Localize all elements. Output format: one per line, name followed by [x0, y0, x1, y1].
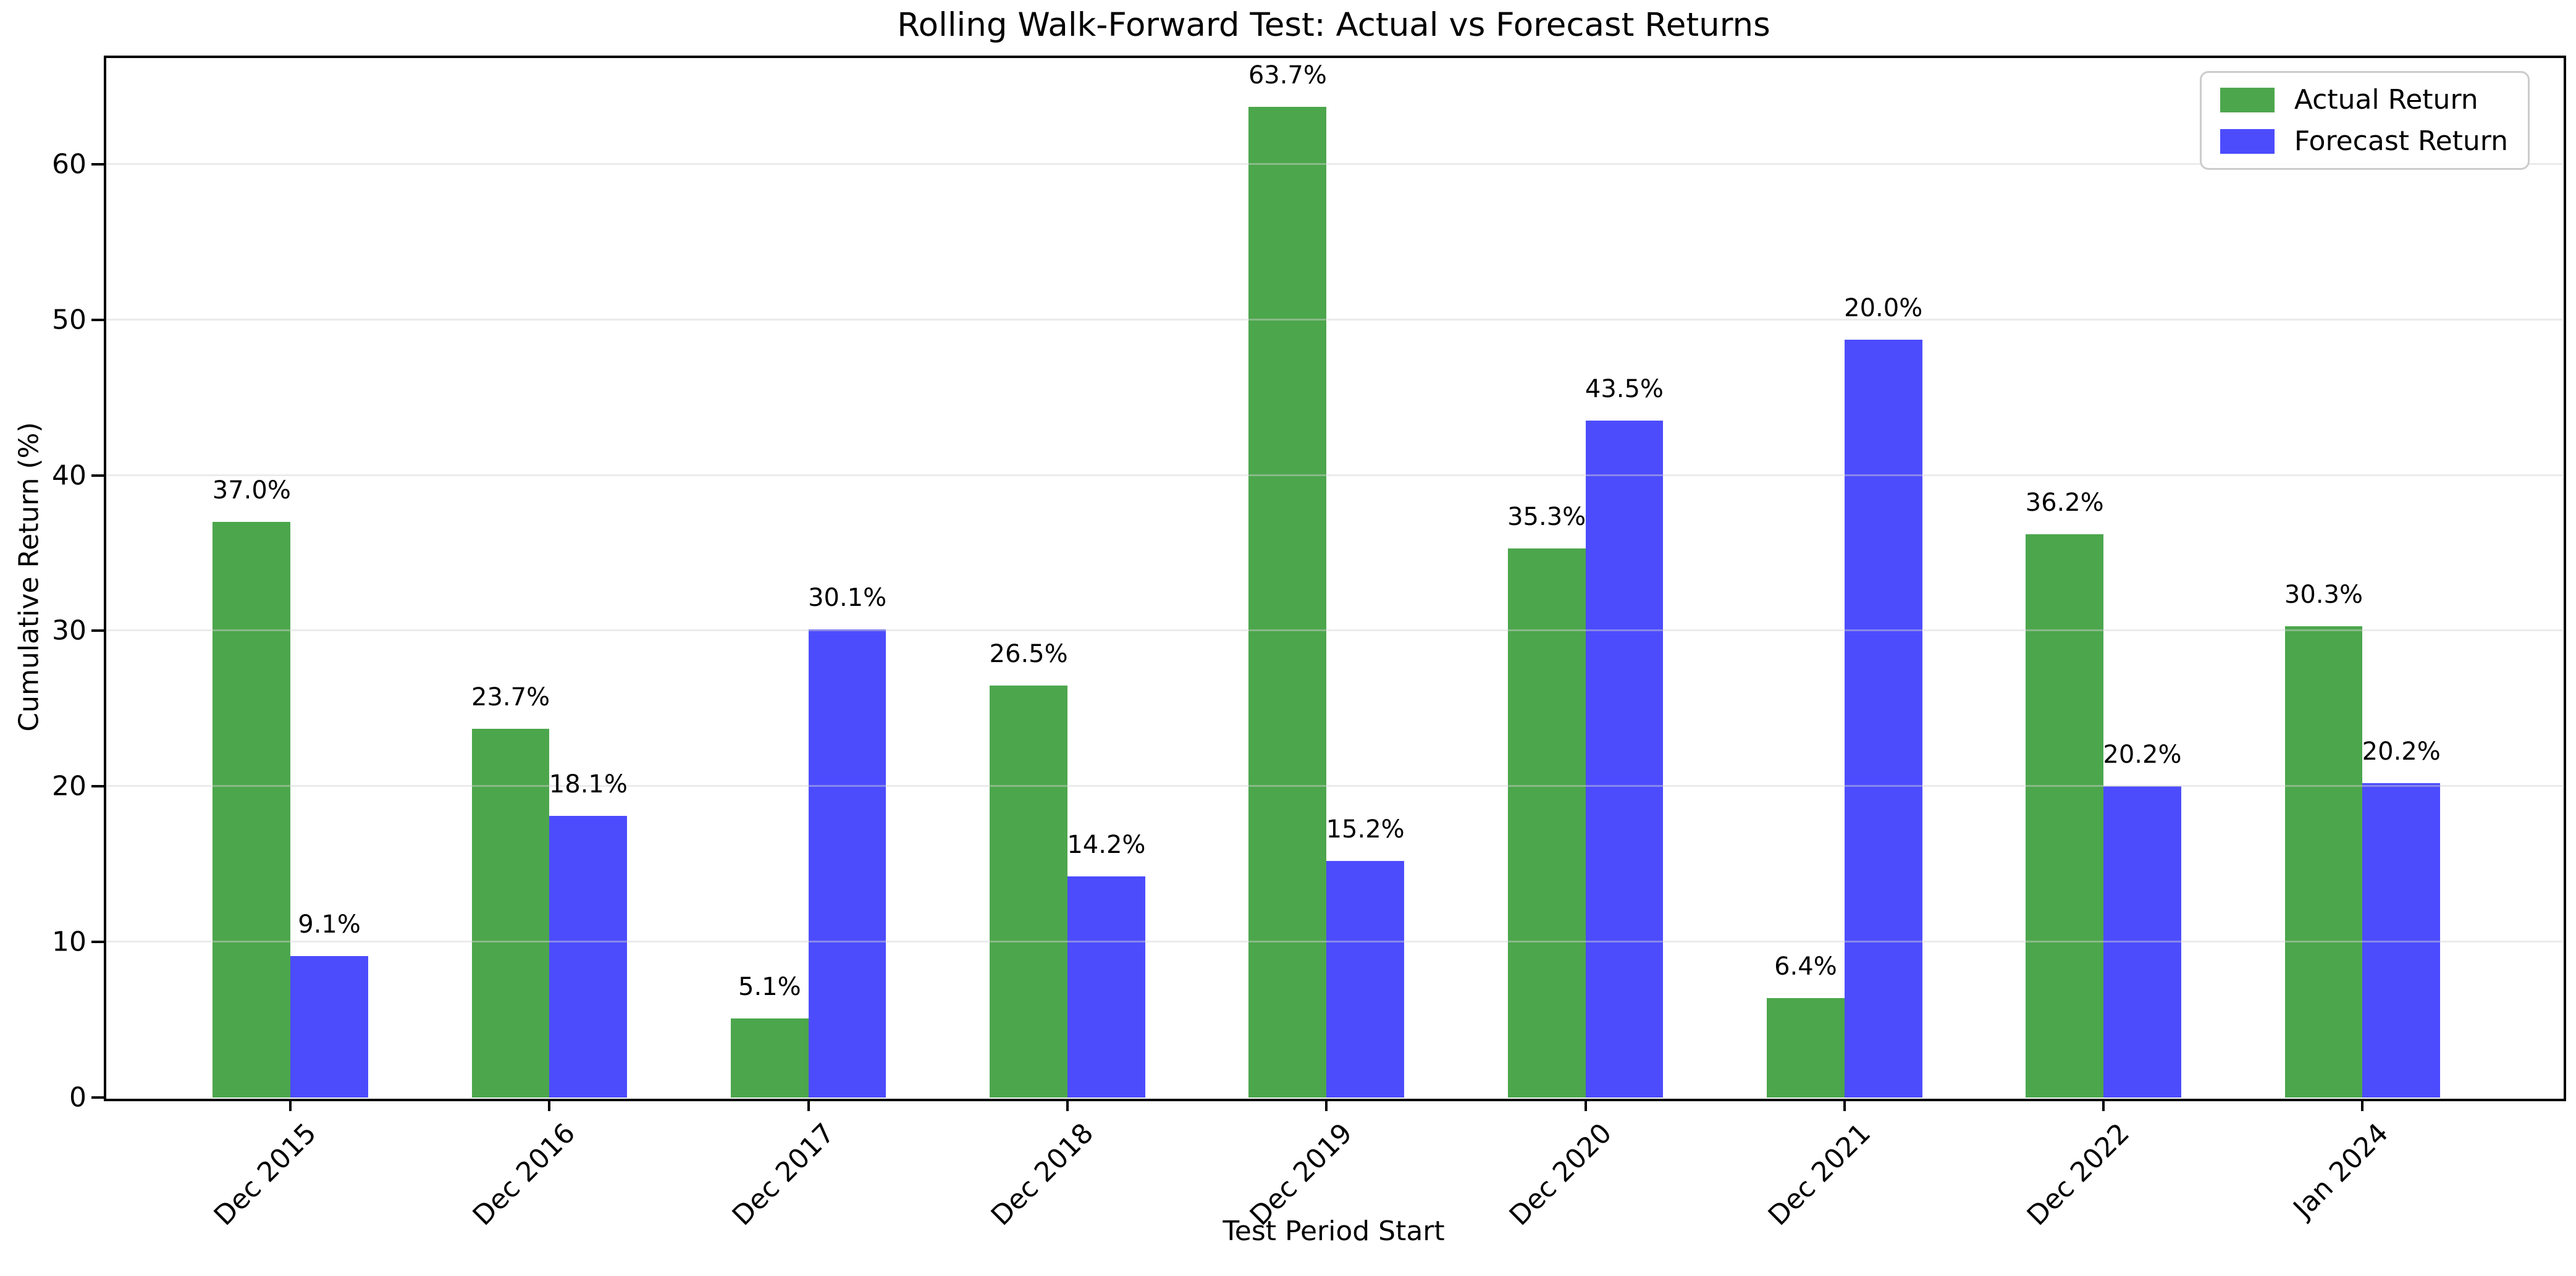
actual-bar-dec-2022 [2026, 534, 2104, 1098]
y-tick-label-50: 50 [52, 304, 86, 336]
chart-title: Rolling Walk-Forward Test: Actual vs For… [897, 6, 1770, 44]
y-tick-mark-10 [91, 941, 104, 944]
y-tick-mark-50 [91, 318, 104, 321]
forecast-bar-dec-2020 [1585, 421, 1664, 1098]
actual-bar-dec-2019 [1248, 106, 1327, 1098]
bar-value-label: 20.2% [2362, 737, 2441, 766]
gridline-y-10 [105, 941, 2562, 943]
x-tick-mark-6 [1843, 1099, 1846, 1111]
y-tick-label-10: 10 [52, 926, 86, 958]
actual-bar-dec-2018 [990, 685, 1067, 1098]
x-tick-mark-2 [807, 1099, 810, 1111]
x-tick-label-5: Dec 2020 [1503, 1117, 1618, 1232]
x-tick-mark-8 [2361, 1099, 2364, 1111]
x-tick-mark-3 [1066, 1099, 1069, 1111]
actual-bar-dec-2017 [730, 1018, 809, 1098]
bar-value-label: 23.7% [471, 683, 550, 712]
bar-value-label: 5.1% [738, 972, 801, 1001]
plot-area: 37.0% 9.1% 23.7% 18.1% 5.1% 30.1% 26.5% 14.2% 63… [105, 57, 2562, 1098]
x-tick-label-3: Dec 2018 [985, 1117, 1100, 1232]
forecast-bar-dec-2018 [1067, 876, 1145, 1098]
forecast-return-swatch-icon [2220, 128, 2275, 154]
y-tick-mark-0 [91, 1096, 104, 1099]
bar-value-label: 43.5% [1585, 375, 1664, 404]
actual-bar-jan-2024 [2284, 626, 2363, 1098]
gridline-y-40 [105, 474, 2562, 476]
x-tick-label-8: Jan 2024 [2288, 1117, 2395, 1225]
bar-value-label: 20.2% [2103, 741, 2182, 770]
forecast-bar-dec-2016 [549, 816, 628, 1098]
actual-bar-dec-2020 [1507, 548, 1586, 1098]
y-tick-label-30: 30 [52, 615, 86, 647]
bar-value-label: 37.0% [212, 476, 291, 505]
x-tick-label-1: Dec 2016 [467, 1117, 582, 1232]
forecast-bar-dec-2021 [1844, 340, 1922, 1098]
bar-value-label: 63.7% [1248, 61, 1327, 90]
legend-label-actual: Actual Return [2294, 84, 2478, 115]
bar-value-label: 15.2% [1326, 815, 1405, 844]
y-tick-label-20: 20 [52, 770, 86, 802]
x-tick-mark-0 [289, 1099, 292, 1111]
y-tick-mark-40 [91, 474, 104, 477]
forecast-bar-jan-2024 [2362, 783, 2441, 1098]
x-tick-label-7: Dec 2022 [2021, 1117, 2136, 1232]
forecast-bar-dec-2015 [290, 955, 368, 1098]
bar-value-label: 36.2% [2025, 489, 2104, 518]
x-axis-label: Test Period Start [1223, 1215, 1445, 1247]
forecast-bar-dec-2019 [1326, 861, 1405, 1098]
x-tick-label-6: Dec 2021 [1762, 1117, 1877, 1232]
bar-value-label: 30.3% [2284, 580, 2363, 609]
x-tick-label-0: Dec 2015 [208, 1117, 323, 1232]
y-axis-label: Cumulative Return (%) [13, 422, 45, 732]
y-tick-label-60: 60 [52, 148, 86, 180]
bar-value-label: 18.1% [549, 770, 628, 799]
gridline-y-60 [105, 162, 2562, 165]
legend: Actual Return Forecast Return [2199, 71, 2530, 170]
y-tick-mark-30 [91, 629, 104, 632]
bar-value-label: 30.1% [808, 583, 887, 612]
bar-value-label: 14.2% [1067, 831, 1146, 860]
forecast-bar-dec-2017 [808, 629, 886, 1098]
gridline-y-20 [105, 785, 2562, 787]
bar-value-label: 35.3% [1507, 502, 1586, 531]
x-tick-mark-5 [1584, 1099, 1587, 1111]
bar-value-label: 6.4% [1774, 952, 1837, 981]
legend-row-forecast: Forecast Return [2220, 125, 2508, 157]
bar-value-label: 9.1% [298, 910, 361, 939]
actual-return-swatch-icon [2220, 87, 2275, 112]
actual-bar-dec-2016 [471, 729, 550, 1098]
y-tick-label-0: 0 [69, 1081, 86, 1114]
x-tick-label-2: Dec 2017 [726, 1117, 841, 1232]
gridline-y-30 [105, 629, 2562, 632]
legend-label-forecast: Forecast Return [2294, 125, 2508, 157]
bar-value-label: 26.5% [989, 639, 1068, 668]
x-tick-mark-7 [2102, 1099, 2105, 1111]
x-tick-label-4: Dec 2019 [1244, 1117, 1359, 1232]
y-tick-mark-60 [91, 162, 104, 166]
x-tick-mark-1 [548, 1099, 551, 1111]
forecast-bar-dec-2022 [2103, 786, 2181, 1098]
legend-row-actual: Actual Return [2220, 84, 2508, 115]
y-tick-mark-20 [91, 785, 104, 788]
gridline-y-50 [105, 318, 2562, 321]
x-tick-mark-4 [1325, 1099, 1328, 1111]
actual-bar-dec-2015 [213, 522, 291, 1098]
y-tick-label-40: 40 [52, 460, 86, 492]
actual-bar-dec-2021 [1767, 997, 1845, 1098]
bar-value-label: 20.0% [1844, 294, 1923, 323]
